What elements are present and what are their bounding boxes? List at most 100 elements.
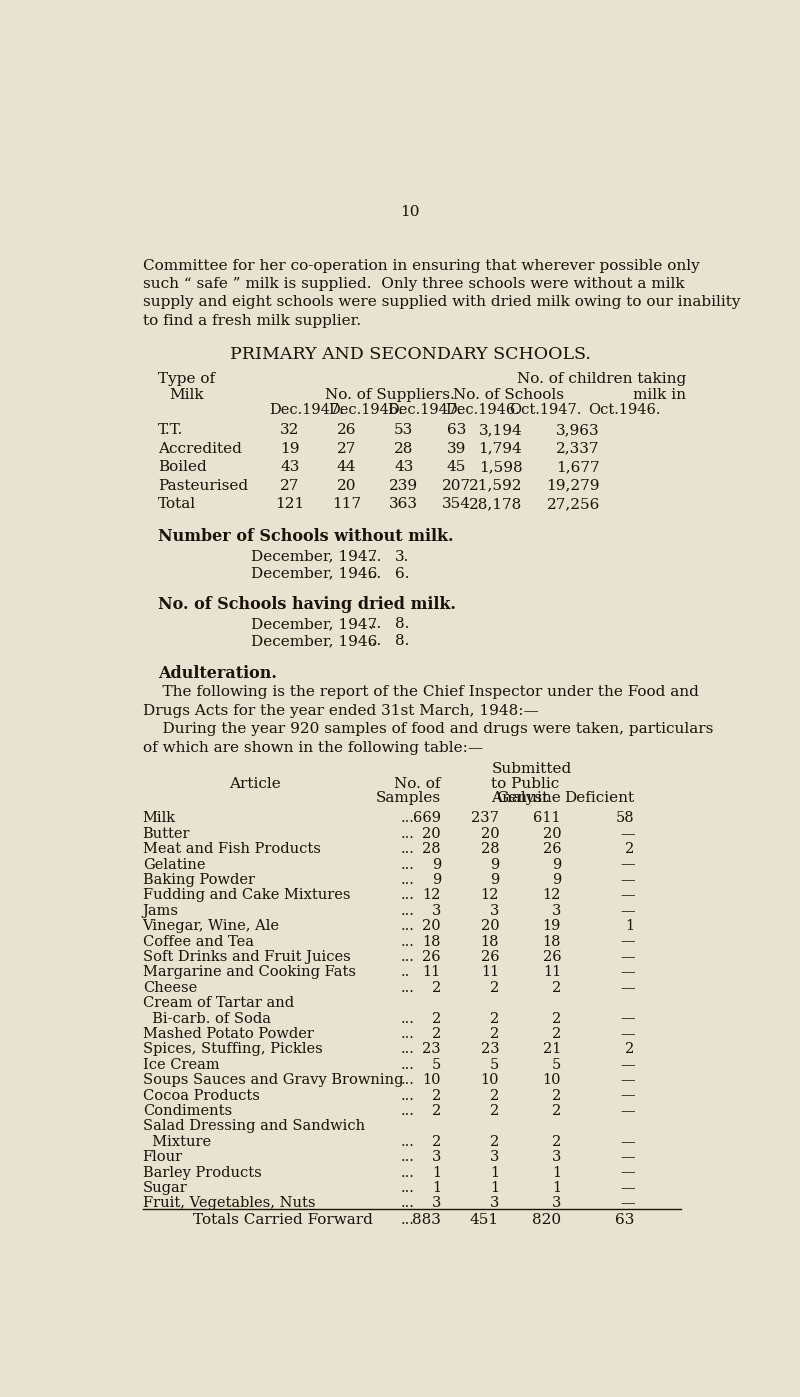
Text: 2: 2	[490, 1134, 499, 1148]
Text: —: —	[620, 1058, 634, 1071]
Text: No. of Suppliers.: No. of Suppliers.	[325, 388, 454, 402]
Text: —: —	[620, 1134, 634, 1148]
Text: ...: ...	[367, 549, 382, 563]
Text: Jams: Jams	[142, 904, 178, 918]
Text: Margarine and Cooking Fats: Margarine and Cooking Fats	[142, 965, 356, 979]
Text: 1,598: 1,598	[478, 460, 522, 474]
Text: Deficient: Deficient	[565, 791, 634, 805]
Text: 3: 3	[490, 904, 499, 918]
Text: 2: 2	[552, 1027, 561, 1041]
Text: Baking Powder: Baking Powder	[142, 873, 254, 887]
Text: 2: 2	[490, 1011, 499, 1025]
Text: ...: ...	[367, 617, 382, 631]
Text: —: —	[620, 827, 634, 841]
Text: 43: 43	[280, 460, 299, 474]
Text: 3,194: 3,194	[478, 423, 522, 437]
Text: 207: 207	[442, 479, 471, 493]
Text: No. of: No. of	[394, 778, 441, 792]
Text: 820: 820	[532, 1214, 561, 1228]
Text: 3: 3	[432, 904, 441, 918]
Text: 20: 20	[481, 827, 499, 841]
Text: 32: 32	[280, 423, 299, 437]
Text: 19,279: 19,279	[546, 479, 600, 493]
Text: ...: ...	[401, 1165, 414, 1179]
Text: 11: 11	[543, 965, 561, 979]
Text: 28: 28	[394, 441, 414, 455]
Text: 3,963: 3,963	[556, 423, 600, 437]
Text: 2: 2	[490, 1104, 499, 1118]
Text: 26: 26	[542, 950, 561, 964]
Text: Analyst: Analyst	[491, 791, 549, 805]
Text: 2: 2	[626, 842, 634, 856]
Text: 20: 20	[542, 827, 561, 841]
Text: 2: 2	[552, 1104, 561, 1118]
Text: —: —	[620, 888, 634, 902]
Text: ...: ...	[401, 1150, 414, 1164]
Text: Dec.1946.: Dec.1946.	[445, 404, 520, 418]
Text: supply and eight schools were supplied with dried milk owing to our inability: supply and eight schools were supplied w…	[142, 295, 740, 310]
Text: 23: 23	[422, 1042, 441, 1056]
Text: 9: 9	[552, 873, 561, 887]
Text: 1,677: 1,677	[556, 460, 600, 474]
Text: 39: 39	[447, 441, 466, 455]
Text: 12: 12	[422, 888, 441, 902]
Text: 18: 18	[422, 935, 441, 949]
Text: 8.: 8.	[394, 617, 409, 631]
Text: Adulteration.: Adulteration.	[158, 665, 277, 682]
Text: ...: ...	[401, 812, 414, 826]
Text: 44: 44	[337, 460, 356, 474]
Text: 5: 5	[490, 1058, 499, 1071]
Text: The following is the report of the Chief Inspector under the Food and: The following is the report of the Chief…	[142, 685, 698, 698]
Text: ...: ...	[401, 904, 414, 918]
Text: ...: ...	[401, 1011, 414, 1025]
Text: milk in: milk in	[633, 388, 686, 402]
Text: 237: 237	[471, 812, 499, 826]
Text: —: —	[620, 935, 634, 949]
Text: Gelatine: Gelatine	[142, 858, 205, 872]
Text: to find a fresh milk supplier.: to find a fresh milk supplier.	[142, 314, 361, 328]
Text: 20: 20	[422, 919, 441, 933]
Text: —: —	[620, 965, 634, 979]
Text: 2: 2	[626, 1042, 634, 1056]
Text: 53: 53	[394, 423, 414, 437]
Text: Spices, Stuffing, Pickles: Spices, Stuffing, Pickles	[142, 1042, 322, 1056]
Text: Condiments: Condiments	[142, 1104, 232, 1118]
Text: During the year 920 samples of food and drugs were taken, particulars: During the year 920 samples of food and …	[142, 722, 713, 736]
Text: Barley Products: Barley Products	[142, 1165, 262, 1179]
Text: 11: 11	[422, 965, 441, 979]
Text: Cocoa Products: Cocoa Products	[142, 1088, 259, 1102]
Text: —: —	[620, 1073, 634, 1087]
Text: Mixture: Mixture	[142, 1134, 210, 1148]
Text: Submitted: Submitted	[491, 763, 572, 777]
Text: of which are shown in the following table:—: of which are shown in the following tabl…	[142, 740, 482, 754]
Text: —: —	[620, 1104, 634, 1118]
Text: ...: ...	[401, 1214, 414, 1228]
Text: Dec.1946.: Dec.1946.	[329, 404, 403, 418]
Text: 19: 19	[280, 441, 300, 455]
Text: —: —	[620, 858, 634, 872]
Text: 9: 9	[432, 873, 441, 887]
Text: such “ safe ” milk is supplied.  Only three schools were without a milk: such “ safe ” milk is supplied. Only thr…	[142, 277, 684, 291]
Text: —: —	[620, 1150, 634, 1164]
Text: 1: 1	[552, 1165, 561, 1179]
Text: ..: ..	[401, 965, 410, 979]
Text: 2: 2	[552, 1134, 561, 1148]
Text: ...: ...	[401, 981, 414, 995]
Text: 26: 26	[542, 842, 561, 856]
Text: Bi-carb. of Soda: Bi-carb. of Soda	[142, 1011, 270, 1025]
Text: Butter: Butter	[142, 827, 190, 841]
Text: ...: ...	[401, 919, 414, 933]
Text: Soft Drinks and Fruit Juices: Soft Drinks and Fruit Juices	[142, 950, 350, 964]
Text: 3: 3	[490, 1196, 499, 1210]
Text: 2,337: 2,337	[556, 441, 600, 455]
Text: 1: 1	[552, 1180, 561, 1194]
Text: T.T.: T.T.	[158, 423, 183, 437]
Text: ...: ...	[401, 1027, 414, 1041]
Text: 1: 1	[626, 919, 634, 933]
Text: 28,178: 28,178	[469, 497, 522, 511]
Text: 1: 1	[432, 1165, 441, 1179]
Text: 363: 363	[390, 497, 418, 511]
Text: 5: 5	[552, 1058, 561, 1071]
Text: ...: ...	[401, 873, 414, 887]
Text: December, 1947: December, 1947	[251, 617, 378, 631]
